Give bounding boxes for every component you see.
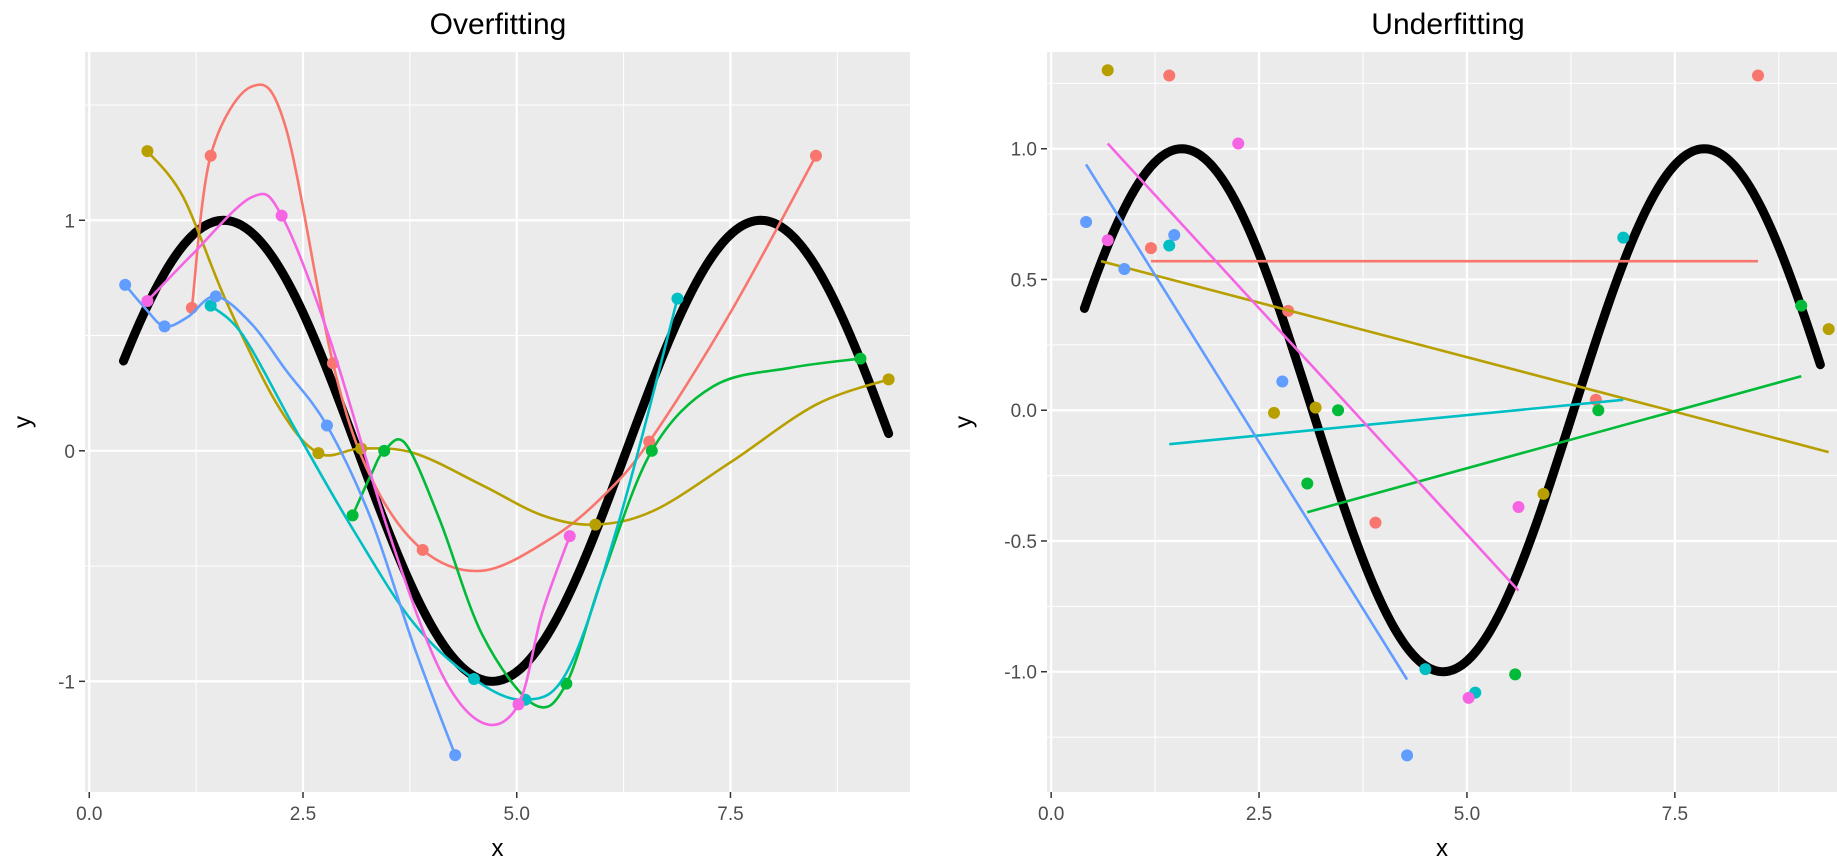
series-5-point xyxy=(563,530,576,543)
series-2-point xyxy=(1332,404,1345,417)
series-1-point xyxy=(1822,323,1835,336)
series-0-point xyxy=(416,543,429,556)
x-tick-label: 0.0 xyxy=(76,804,102,825)
series-4-point xyxy=(320,419,333,432)
x-tick-label: 7.5 xyxy=(717,804,743,825)
series-2-fit-line xyxy=(351,357,861,709)
series-4-point xyxy=(158,320,171,333)
series-5-fit-line xyxy=(146,192,571,727)
y-axis-label: y xyxy=(9,416,36,428)
y-tick-label: 0.0 xyxy=(1011,401,1037,422)
series-2-point xyxy=(1795,299,1808,312)
x-tick-label: 7.5 xyxy=(1662,804,1688,825)
series-0-point xyxy=(643,435,656,448)
series-1-fit-line xyxy=(1100,259,1830,454)
series-5-point xyxy=(1512,500,1525,513)
underfitting-panel: 0.0 2.5 5.0 7.5 -1.0 -0.5 0.0 0.5 1.0 Underfittin… xyxy=(950,8,1837,861)
axes: 0.0 2.5 5.0 7.5 -1 0 1 xyxy=(58,211,744,825)
true-function-line xyxy=(1079,144,1825,677)
series-3-point xyxy=(204,299,217,312)
y-tick-label: 0 xyxy=(64,442,75,463)
y-tick-label: -0.5 xyxy=(1004,532,1037,553)
plot-area xyxy=(118,83,895,762)
series-2-point xyxy=(1592,404,1605,417)
series-3-point xyxy=(671,292,684,305)
x-tick-label: 5.0 xyxy=(504,804,530,825)
series-2-point xyxy=(1301,477,1314,490)
series-4-point xyxy=(209,290,222,303)
chart-title: Underfitting xyxy=(1371,8,1524,41)
x-tick-label: 5.0 xyxy=(1454,804,1480,825)
series-5-point xyxy=(141,294,154,307)
series-1-point xyxy=(882,373,895,386)
series-4-point xyxy=(1401,749,1414,762)
series-4-fit-line xyxy=(1084,163,1409,681)
series-2-point xyxy=(560,677,573,690)
y-tick-label: -1.0 xyxy=(1004,663,1037,684)
series-0-point xyxy=(1163,69,1176,82)
chart-title: Overfitting xyxy=(430,8,567,41)
x-tick-label: 0.0 xyxy=(1038,804,1064,825)
series-4-point xyxy=(449,749,462,762)
series-0-fit-line xyxy=(190,83,818,573)
x-axis-label: x xyxy=(492,835,504,861)
y-axis-label: y xyxy=(950,416,977,428)
series-0-point xyxy=(809,149,822,162)
series-2-point xyxy=(1509,668,1522,681)
series-3-point xyxy=(1163,239,1176,252)
series-2-point xyxy=(378,444,391,457)
y-tick-label: 1 xyxy=(64,211,75,232)
series-2-point xyxy=(645,444,658,457)
series-1-fit-line xyxy=(146,150,890,526)
series-3-point xyxy=(1419,663,1432,676)
series-2-fit-line xyxy=(1306,374,1802,514)
series-3-fit-line xyxy=(1169,398,1624,446)
y-tick-label: 0.5 xyxy=(1011,270,1037,291)
series-4-point xyxy=(1276,375,1289,388)
series-1-point xyxy=(1537,487,1550,500)
y-tick-label: -1 xyxy=(58,672,75,693)
overfitting-panel: 0.0 2.5 5.0 7.5 -1 0 1 Overfitting x y xyxy=(9,8,910,861)
series-4-point xyxy=(1080,215,1093,228)
series-1-point xyxy=(1101,64,1114,77)
series-4-point xyxy=(119,278,132,291)
series-2-point xyxy=(854,352,867,365)
panel-background xyxy=(85,52,910,792)
series-5-point xyxy=(1101,234,1114,247)
series-5-point xyxy=(1462,691,1475,704)
x-tick-label: 2.5 xyxy=(290,804,316,825)
series-1-point xyxy=(1268,406,1281,419)
true-function-line xyxy=(118,215,894,686)
series-4-point xyxy=(1168,229,1181,242)
series-5-fit-line xyxy=(1106,142,1520,592)
x-axis-label: x xyxy=(1436,835,1448,861)
series-3-point xyxy=(1617,231,1630,244)
series-1-point xyxy=(312,447,325,460)
axes: 0.0 2.5 5.0 7.5 -1.0 -0.5 0.0 0.5 1.0 xyxy=(1004,140,1688,825)
series-5-point xyxy=(275,209,288,222)
series-1-point xyxy=(141,145,154,158)
series-4-point xyxy=(1118,263,1131,276)
series-0-point xyxy=(1144,242,1157,255)
series-0-point xyxy=(1752,69,1764,82)
series-0-point xyxy=(204,149,217,162)
series-3-fit-line xyxy=(209,298,679,702)
y-tick-label: 1.0 xyxy=(1011,140,1037,161)
plot-area xyxy=(1079,64,1835,762)
x-tick-label: 2.5 xyxy=(1246,804,1272,825)
series-1-point xyxy=(589,518,602,531)
series-2-point xyxy=(346,509,359,522)
series-3-point xyxy=(467,673,480,686)
series-1-point xyxy=(1309,401,1322,414)
series-5-point xyxy=(1232,137,1245,150)
series-5-point xyxy=(512,698,525,711)
series-0-point xyxy=(1369,516,1382,529)
